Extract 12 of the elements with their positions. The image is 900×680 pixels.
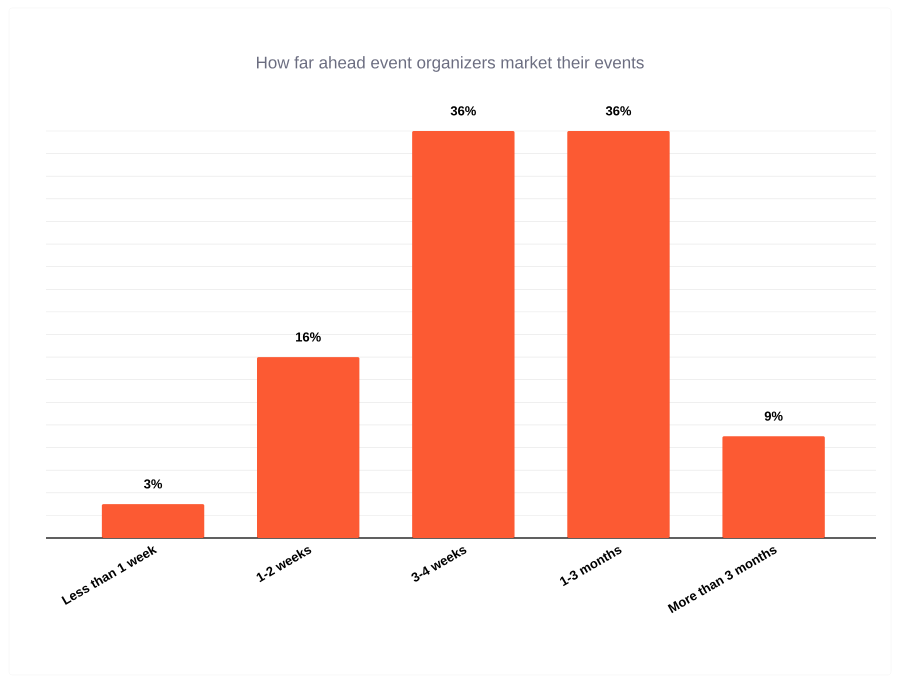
- bar: [257, 357, 360, 538]
- data-label: 9%: [764, 412, 783, 421]
- data-label: 16%: [296, 332, 321, 342]
- bar: [102, 504, 204, 538]
- data-label: 3%: [144, 479, 162, 489]
- bar: [567, 130, 670, 538]
- data-label: 36%: [450, 106, 476, 116]
- bar: [412, 130, 515, 538]
- x-tick-label: Less than 1 week: [61, 546, 158, 605]
- data-label: 36%: [606, 106, 632, 116]
- bar: [722, 436, 825, 538]
- chart-title: How far ahead event organizers market their events: [257, 56, 644, 72]
